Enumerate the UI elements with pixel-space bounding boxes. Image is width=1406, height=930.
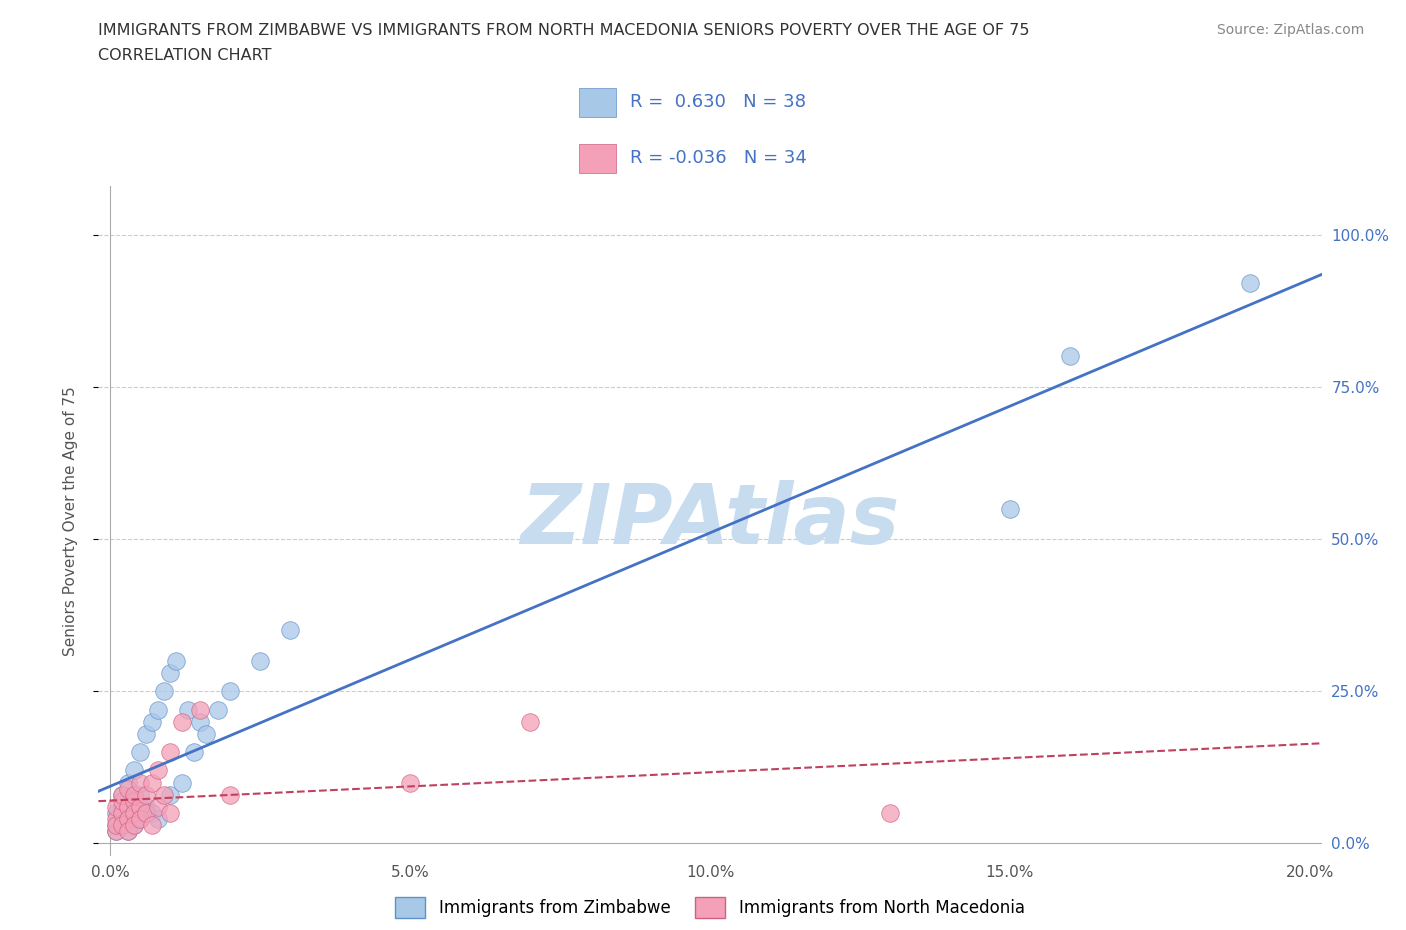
Point: [117, 812, 139, 827]
Point: [172, 714, 194, 729]
Point: [124, 817, 146, 832]
Point: [135, 788, 157, 803]
Point: [117, 824, 139, 839]
Point: [148, 800, 170, 815]
Point: [111, 812, 134, 827]
Point: [148, 763, 170, 777]
Point: [172, 775, 194, 790]
Point: [188, 702, 211, 717]
Point: [148, 702, 170, 717]
Point: [111, 800, 134, 815]
Point: [124, 788, 146, 803]
Point: [129, 812, 152, 827]
Point: [188, 714, 211, 729]
Bar: [579, 87, 616, 117]
Point: [141, 775, 163, 790]
Point: [111, 817, 134, 832]
Point: [135, 726, 157, 741]
Point: [129, 775, 152, 790]
Point: [159, 745, 181, 760]
Point: [1059, 349, 1081, 364]
Point: [153, 788, 176, 803]
Point: [105, 824, 128, 839]
Point: [141, 805, 163, 820]
Text: R =  0.630   N = 38: R = 0.630 N = 38: [630, 93, 806, 112]
Point: [124, 805, 146, 820]
Point: [111, 788, 134, 803]
Point: [141, 817, 163, 832]
Point: [117, 775, 139, 790]
Text: Source: ZipAtlas.com: Source: ZipAtlas.com: [1216, 23, 1364, 37]
Point: [148, 812, 170, 827]
Point: [165, 654, 187, 669]
Text: R = -0.036   N = 34: R = -0.036 N = 34: [630, 149, 807, 167]
Bar: [579, 143, 616, 173]
Point: [117, 805, 139, 820]
Point: [124, 763, 146, 777]
Point: [153, 684, 176, 698]
Point: [129, 788, 152, 803]
Point: [879, 805, 901, 820]
Point: [249, 654, 271, 669]
Point: [124, 817, 146, 832]
Point: [124, 793, 146, 808]
Point: [111, 817, 134, 832]
Point: [129, 812, 152, 827]
Point: [399, 775, 422, 790]
Point: [117, 800, 139, 815]
Point: [111, 793, 134, 808]
Point: [111, 788, 134, 803]
Point: [105, 817, 128, 832]
Legend: Immigrants from Zimbabwe, Immigrants from North Macedonia: Immigrants from Zimbabwe, Immigrants fro…: [388, 891, 1032, 924]
Point: [124, 793, 146, 808]
Point: [105, 817, 128, 832]
Point: [1239, 276, 1261, 291]
Point: [105, 805, 128, 820]
Text: ZIPAtlas: ZIPAtlas: [520, 480, 900, 562]
Point: [177, 702, 200, 717]
Point: [219, 788, 242, 803]
Point: [998, 501, 1021, 516]
Point: [195, 726, 218, 741]
Point: [207, 702, 229, 717]
Point: [105, 824, 128, 839]
Point: [111, 805, 134, 820]
Y-axis label: Seniors Poverty Over the Age of 75: Seniors Poverty Over the Age of 75: [63, 386, 77, 656]
Point: [129, 800, 152, 815]
Point: [278, 623, 301, 638]
Text: CORRELATION CHART: CORRELATION CHART: [98, 48, 271, 63]
Point: [105, 812, 128, 827]
Point: [159, 805, 181, 820]
Point: [135, 805, 157, 820]
Point: [183, 745, 205, 760]
Point: [519, 714, 541, 729]
Point: [105, 800, 128, 815]
Text: IMMIGRANTS FROM ZIMBABWE VS IMMIGRANTS FROM NORTH MACEDONIA SENIORS POVERTY OVER: IMMIGRANTS FROM ZIMBABWE VS IMMIGRANTS F…: [98, 23, 1031, 38]
Point: [129, 745, 152, 760]
Point: [159, 666, 181, 681]
Point: [135, 800, 157, 815]
Point: [141, 714, 163, 729]
Point: [117, 781, 139, 796]
Point: [219, 684, 242, 698]
Point: [117, 824, 139, 839]
Point: [159, 788, 181, 803]
